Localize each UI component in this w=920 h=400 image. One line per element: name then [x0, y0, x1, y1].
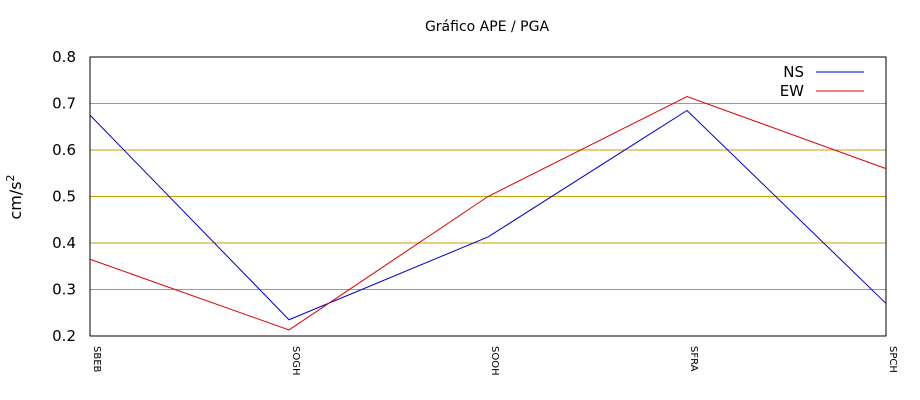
- y-axis-label: cm/s2: [4, 174, 25, 219]
- y-ticks: 0.2 0.3 0.4 0.5 0.6 0.7 0.8: [52, 48, 76, 345]
- series-line-ns: [89, 109, 887, 321]
- legend-label-ns: NS: [783, 63, 804, 81]
- y-tick-label: 0.5: [52, 188, 76, 206]
- series-line-ew: [89, 95, 887, 331]
- x-tick-label: SOOH: [489, 346, 500, 376]
- y-tick-label: 0.7: [52, 95, 76, 113]
- x-tick-label: SOGH: [290, 346, 301, 376]
- y-axis-label-unit: cm/s: [6, 181, 25, 219]
- y-tick-label: 0.2: [52, 327, 76, 345]
- x-ticks: SBEB SOGH SOOH SFRA SPCH: [91, 346, 898, 376]
- x-tick-label: SBEB: [91, 346, 102, 373]
- legend-label-ew: EW: [780, 82, 804, 100]
- x-tick-label: SPCH: [887, 346, 898, 373]
- chart-title: Gráfico APE / PGA: [425, 19, 549, 35]
- plot-frame: [89, 56, 887, 337]
- y-tick-label: 0.3: [52, 281, 76, 299]
- y-tick-label: 0.4: [52, 234, 76, 252]
- y-axis-label-exponent: 2: [4, 174, 17, 181]
- x-tick-label: SFRA: [688, 346, 699, 372]
- y-tick-label: 0.8: [52, 48, 76, 66]
- y-tick-label: 0.6: [52, 141, 76, 159]
- series-lines: [89, 95, 887, 331]
